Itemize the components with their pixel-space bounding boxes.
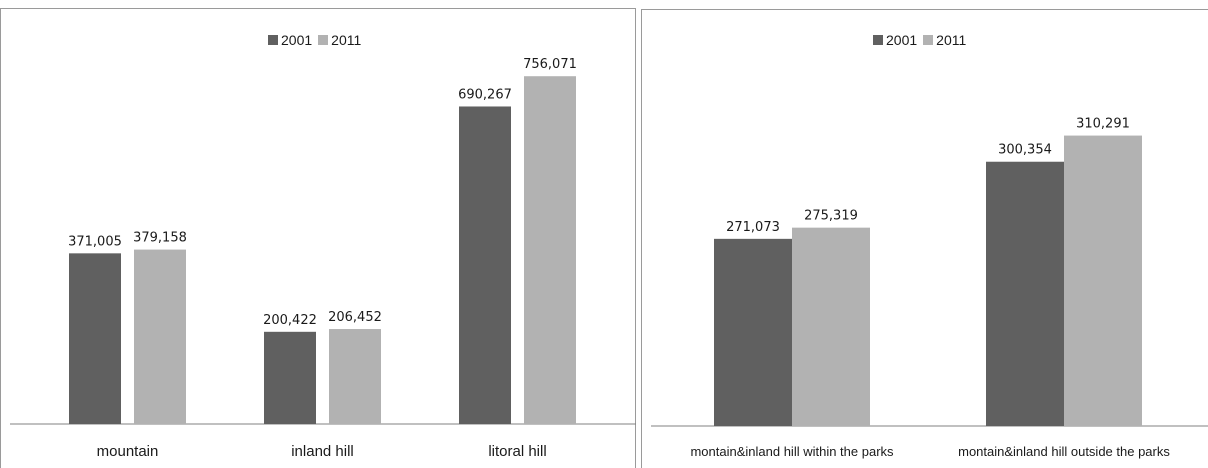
legend-entry-2011: 2011 [923,32,966,48]
value-label-mountain-2001: 371,005 [68,234,122,249]
legend-label-2001: 2001 [281,32,313,48]
legend-swatch-2001 [873,35,883,45]
chart-right-legend: 2001 2011 [873,30,972,50]
chart-right-border [641,9,1208,468]
bar-mountain-2001 [69,253,121,424]
bar-mountain-2011 [134,249,186,424]
category-label-montain-inland-hill-outside-the-parks: montain&inland hill outside the parks [958,444,1170,459]
legend-label-2001: 2001 [886,32,918,48]
legend-swatch-2001 [268,35,278,45]
legend-label-2011: 2011 [331,32,362,48]
value-label-litoral-hill-2001: 690,267 [458,87,512,102]
bar-litoral-hill-2001 [459,106,511,425]
bar-montain-inland-hill-within-the-parks-2001 [714,238,792,426]
bar-inland-hill-2011 [329,329,381,424]
legend-entry-2001: 2001 [268,32,312,48]
category-label-litoral-hill: litoral hill [488,443,546,460]
bar-montain-inland-hill-within-the-parks-2011 [792,227,870,426]
chart-left-legend: 2001 2011 [268,30,367,50]
value-label-inland-hill-2011: 206,452 [328,310,382,325]
bar-montain-inland-hill-outside-the-parks-2001 [986,161,1064,426]
legend-swatch-2011 [318,35,329,45]
legend-entry-2011: 2011 [318,32,361,48]
legend-entry-2001: 2001 [873,32,917,48]
bar-litoral-hill-2011 [524,76,576,424]
chart-right-plot: 271,073 275,319 montain&inland hill within… [641,9,1208,468]
bar-inland-hill-2001 [264,331,316,424]
chart-left: 371,005 379,158 mountain 200,422 206,452 inla… [0,8,636,468]
legend-label-2011: 2011 [936,32,967,48]
value-label-mountain-2011: 379,158 [133,231,187,246]
category-label-inland-hill: inland hill [291,443,354,460]
legend-swatch-2011 [923,35,934,45]
category-label-montain-inland-hill-within-the-parks: montain&inland hill within the parks [690,444,894,459]
value-label-inland-hill-2001: 200,422 [263,313,317,328]
value-label-montain-inland-hill-outside-the-parks-2011: 310,291 [1076,117,1130,132]
value-label-montain-inland-hill-outside-the-parks-2001: 300,354 [998,143,1052,158]
category-label-mountain: mountain [97,443,159,460]
value-label-montain-inland-hill-within-the-parks-2011: 275,319 [804,209,858,224]
bar-montain-inland-hill-outside-the-parks-2011 [1064,135,1142,427]
chart-right: 271,073 275,319 montain&inland hill within… [641,0,1208,468]
chart-left-border [0,8,636,468]
value-label-litoral-hill-2011: 756,071 [523,57,577,72]
value-label-montain-inland-hill-within-the-parks-2001: 271,073 [726,220,780,235]
chart-left-plot: 371,005 379,158 mountain 200,422 206,452 inla… [0,8,636,468]
